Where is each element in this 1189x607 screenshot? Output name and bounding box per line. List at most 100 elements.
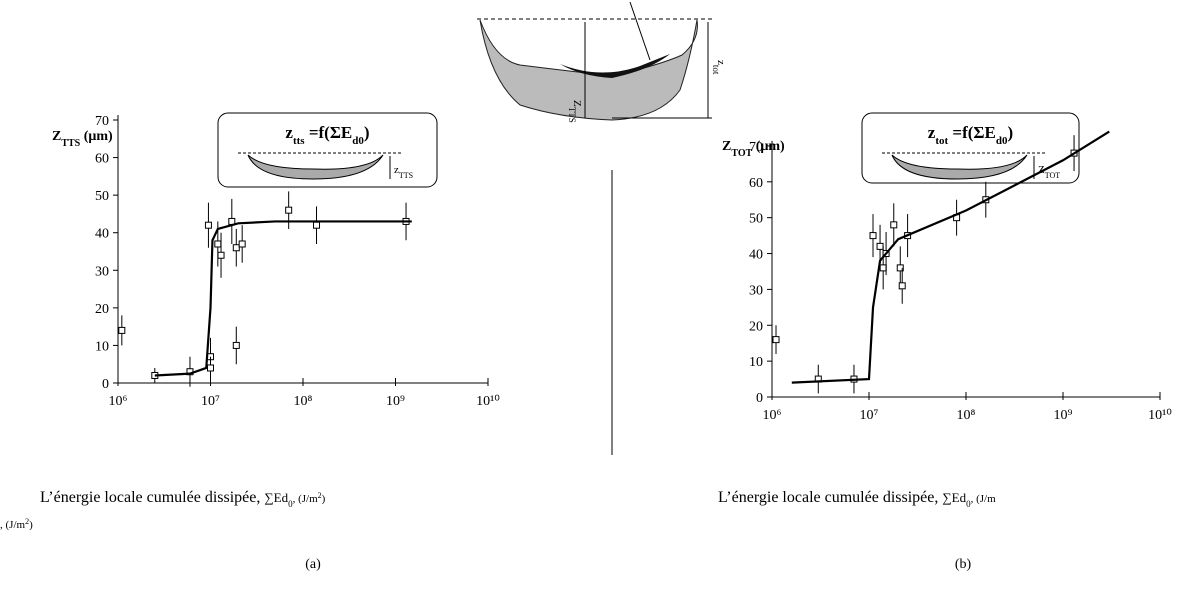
y-tick-label: 0 <box>756 391 763 406</box>
y-axis-title: ZTOT (μm) <box>722 139 785 159</box>
depth-label: ztot <box>711 60 727 75</box>
inset-depth-label-part: TOT <box>1045 171 1061 180</box>
data-point <box>898 282 906 290</box>
x-tick-label: 10⁸ <box>957 408 976 423</box>
x-axis-title-part: , (J/m <box>293 493 319 505</box>
inset-formula: ztot =f(ΣEd0) <box>928 123 1013 147</box>
data-point <box>876 242 884 250</box>
data-point <box>118 326 126 334</box>
y-tick-label: 60 <box>749 176 763 191</box>
x-tick-label: 10⁷ <box>860 408 879 423</box>
y-tick-label: 50 <box>95 189 109 204</box>
y-axis-title-part: Z <box>722 139 731 154</box>
x-axis-title-part: , (J/m <box>971 493 997 505</box>
x-axis-title-part: 2 <box>318 491 322 500</box>
depth-label: ZTTS <box>567 100 583 123</box>
x-axis-title-part: ∑Ed <box>942 490 966 505</box>
depth-label-part: Z <box>571 100 583 107</box>
inset-formula-part: tot <box>935 135 948 147</box>
y-tick-label: 70 <box>749 140 763 155</box>
y-axis-title-part: Z <box>52 129 61 144</box>
y-axis-title: ZTTS (μm) <box>52 129 113 149</box>
y-tick-label: 10 <box>95 339 109 354</box>
x-axis-title-part: 2 <box>25 517 29 526</box>
x-tick-label: 10⁸ <box>294 394 313 409</box>
data-point <box>207 364 214 372</box>
y-tick-label: 40 <box>749 248 763 263</box>
x-tick-label: 10⁹ <box>386 394 405 409</box>
x-axis-title-part: ) <box>29 519 33 531</box>
y-axis-title-part: TOT <box>731 148 752 159</box>
x-axis-title-part: 0 <box>966 499 971 509</box>
data-point <box>214 240 222 248</box>
y-axis-title-part: (μm) <box>752 139 785 154</box>
data-point <box>204 221 212 229</box>
data-point <box>232 244 240 252</box>
x-axis-title: L’énergie locale cumulée dissipée, ∑Ed0,… <box>718 489 996 509</box>
crater-shape <box>479 19 698 121</box>
depth-label-part: z <box>715 60 727 65</box>
inset-formula-part: d0 <box>996 135 1008 147</box>
panel-label: (a) <box>305 557 321 572</box>
y-tick-label: 40 <box>95 227 109 242</box>
x-tick-label: 10¹⁰ <box>1148 408 1172 423</box>
inset-formula-part: tts <box>293 135 305 147</box>
data-point <box>772 336 780 344</box>
y-tick-label: 50 <box>749 212 763 227</box>
x-axis-title-part: ∑Ed <box>264 490 288 505</box>
x-axis-title-part: L’énergie locale cumulée dissipée, <box>40 489 264 506</box>
data-point <box>869 232 877 240</box>
y-tick-label: 30 <box>749 283 763 298</box>
x-axis-title-part: 0 <box>288 499 293 509</box>
y-tick-label: 60 <box>95 152 109 167</box>
fit-line <box>154 220 412 377</box>
fit-line <box>791 130 1110 384</box>
y-tick-label: 70 <box>95 114 109 129</box>
depth-label-part: TTS <box>567 107 577 123</box>
y-tick-label: 0 <box>102 377 109 392</box>
x-tick-label: 10⁶ <box>109 394 128 409</box>
inset-depth-label: zTTS <box>394 164 413 180</box>
inset-formula-part: z <box>928 123 936 142</box>
data-point <box>896 264 904 272</box>
y-axis-title-part: (μm) <box>80 129 113 144</box>
y-tick-label: 20 <box>749 319 763 334</box>
x-axis-title: L’énergie locale cumulée dissipée, ∑Ed0,… <box>40 489 326 509</box>
inset-formula-part: =f(ΣE <box>305 123 353 142</box>
data-point <box>285 206 293 214</box>
data-point <box>313 221 321 229</box>
inset-depth-label-part: TTS <box>399 171 413 180</box>
y-axis-title-part: TTS <box>61 138 80 149</box>
data-point <box>238 240 246 248</box>
inset-formula-part: z <box>285 123 293 142</box>
inset-depth-label: ZTOT <box>1038 164 1060 180</box>
x-axis-title-part: ) <box>322 493 326 505</box>
inset-crater <box>247 154 384 180</box>
data-point <box>217 251 225 259</box>
x-tick-label: 10⁷ <box>201 394 220 409</box>
x-axis-title: , (J/m2) <box>0 517 33 532</box>
pointer <box>629 1 651 61</box>
inset-formula-part: d0 <box>352 135 364 147</box>
y-tick-label: 20 <box>95 302 109 317</box>
depth-label-part: tot <box>711 65 721 75</box>
x-axis-title-part: L’énergie locale cumulée dissipée, <box>718 489 942 506</box>
inset-crater <box>891 154 1028 180</box>
crater-layer <box>560 54 670 78</box>
inset-formula-part: ) <box>1008 123 1014 142</box>
x-tick-label: 10⁹ <box>1054 408 1073 423</box>
x-tick-label: 10⁶ <box>763 408 782 423</box>
top-diagram <box>477 1 712 121</box>
inset-formula-part: ) <box>364 123 370 142</box>
inset-formula: ztts =f(ΣEd0) <box>285 123 369 147</box>
inset-depth-label-part: Z <box>1038 164 1045 176</box>
data-point <box>890 221 898 229</box>
data-point <box>232 341 240 349</box>
panel-label: (b) <box>955 557 972 572</box>
inset-depth-label-part: z <box>394 164 399 176</box>
y-tick-label: 10 <box>749 355 763 370</box>
x-axis-title-part: , (J/m <box>0 519 26 531</box>
data-point <box>879 264 887 272</box>
x-tick-label: 10¹⁰ <box>476 394 500 409</box>
